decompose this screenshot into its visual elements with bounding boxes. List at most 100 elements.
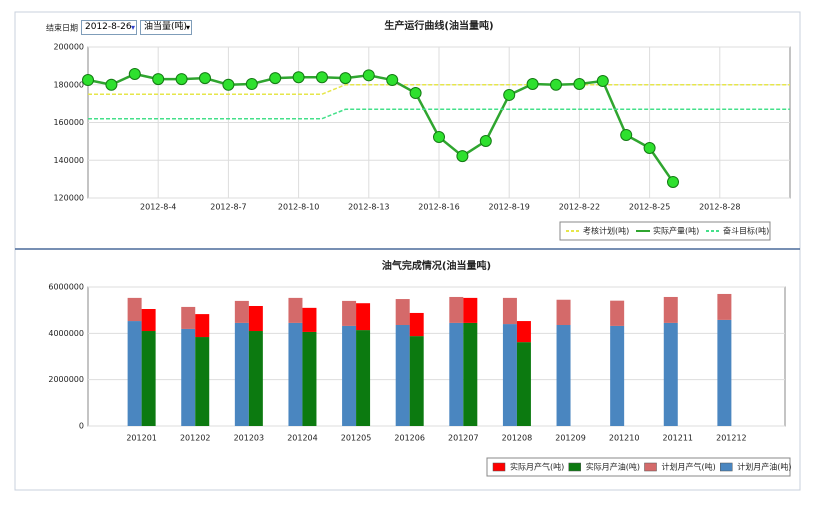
- x-tick-label: 201212: [716, 434, 747, 443]
- bar-segment: [248, 305, 263, 332]
- chart-title: 生产运行曲线(油当量吨): [384, 19, 493, 32]
- y-tick-label: 2000000: [48, 375, 84, 384]
- chart-title: 油气完成情况(油当量吨): [382, 259, 491, 272]
- bar-segment: [141, 309, 156, 332]
- data-point: [175, 73, 188, 86]
- bar-segment: [248, 331, 263, 426]
- x-tick-label: 201209: [555, 434, 586, 443]
- end-date-select[interactable]: 2012-8-26 ▾: [81, 20, 137, 35]
- unit-value: 油当量(吨): [144, 22, 188, 32]
- bar-segment: [409, 336, 424, 426]
- y-tick-label: 140000: [53, 156, 84, 165]
- data-point: [456, 150, 469, 163]
- data-point: [643, 141, 656, 154]
- bar-segment: [717, 319, 732, 426]
- y-tick-label: 6000000: [48, 283, 84, 292]
- data-point: [620, 128, 633, 141]
- bar-segment: [502, 324, 517, 426]
- x-tick-label: 2012-8-28: [699, 203, 740, 212]
- x-tick-label: 2012-8-22: [559, 203, 600, 212]
- legend-label: 实际月产气(吨): [510, 462, 564, 472]
- x-tick-label: 2012-8-10: [278, 203, 319, 212]
- y-tick-label: 0: [79, 422, 84, 431]
- legend-label: 奋斗目标(吨): [723, 226, 769, 236]
- x-tick-label: 2012-8-19: [488, 203, 529, 212]
- unit-select[interactable]: 油当量(吨) ▾: [140, 20, 192, 35]
- x-tick-label: 201206: [394, 434, 425, 443]
- x-tick-label: 201201: [126, 434, 157, 443]
- data-point: [128, 67, 141, 80]
- bar-segment: [356, 330, 371, 426]
- bar-segment: [127, 321, 142, 426]
- y-tick-label: 120000: [53, 194, 84, 203]
- data-point: [222, 78, 235, 91]
- bar-segment: [610, 300, 625, 326]
- end-date-label: 结束日期: [46, 23, 78, 33]
- legend-label: 计划月产气(吨): [662, 462, 716, 472]
- x-tick-label: 201208: [502, 434, 533, 443]
- data-point: [479, 134, 492, 147]
- bar-segment: [717, 293, 732, 320]
- y-tick-label: 180000: [53, 80, 84, 89]
- data-point: [105, 78, 118, 91]
- x-tick-label: 2012-8-25: [629, 203, 670, 212]
- bar-segment: [516, 321, 531, 343]
- data-point: [339, 72, 352, 85]
- bar-segment: [556, 324, 571, 426]
- series-line: [88, 108, 790, 120]
- bar-segment: [356, 303, 371, 331]
- bar-segment: [395, 299, 410, 325]
- legend-swatch: [492, 462, 506, 472]
- x-tick-label: 201211: [662, 434, 693, 443]
- data-point: [292, 71, 305, 84]
- bar-segment: [141, 331, 156, 426]
- bar-segment: [556, 299, 571, 325]
- bar-segment: [342, 300, 357, 326]
- bar-segment: [288, 322, 303, 426]
- legend-label: 实际产量(吨): [653, 226, 699, 236]
- x-tick-label: 201205: [341, 434, 372, 443]
- data-point: [316, 71, 328, 84]
- legend: [559, 221, 771, 241]
- bar-segment: [449, 296, 464, 323]
- y-tick-label: 160000: [53, 118, 84, 127]
- bar-segment: [127, 297, 142, 322]
- x-tick-label: 2012-8-16: [418, 203, 459, 212]
- bar-segment: [342, 325, 357, 426]
- bar-segment: [181, 306, 196, 329]
- x-tick-label: 2012-8-4: [140, 203, 176, 212]
- legend-label: 考核计划(吨): [583, 226, 629, 236]
- data-point: [386, 74, 399, 87]
- y-tick-label: 200000: [53, 43, 84, 52]
- x-tick-label: 201210: [609, 434, 640, 443]
- legend-label: 实际月产油(吨): [586, 462, 640, 472]
- legend-label: 计划月产油(吨): [737, 462, 791, 472]
- bar-segment: [195, 314, 210, 338]
- bar-segment: [234, 322, 249, 426]
- data-point: [433, 131, 445, 144]
- bar-segment: [395, 324, 410, 426]
- legend: [486, 457, 791, 477]
- bar-segment: [663, 322, 678, 426]
- data-point: [152, 73, 165, 86]
- data-point: [573, 77, 586, 90]
- x-tick-label: 2012-8-7: [210, 203, 246, 212]
- bar-segment: [195, 337, 210, 426]
- x-tick-label: 201203: [234, 434, 265, 443]
- end-date-value: 2012-8-26: [85, 22, 132, 32]
- bar-segment: [181, 328, 196, 426]
- x-tick-label: 201204: [287, 434, 318, 443]
- data-point: [409, 87, 422, 100]
- bar-segment: [610, 325, 625, 426]
- data-point: [362, 69, 375, 82]
- data-point: [245, 77, 258, 90]
- legend-swatch: [644, 462, 657, 472]
- bar-segment: [449, 322, 464, 426]
- series-line: [88, 84, 790, 95]
- x-tick-label: 201202: [180, 434, 211, 443]
- data-point: [199, 72, 211, 85]
- legend-swatch: [720, 462, 733, 472]
- bar-segment: [409, 312, 424, 337]
